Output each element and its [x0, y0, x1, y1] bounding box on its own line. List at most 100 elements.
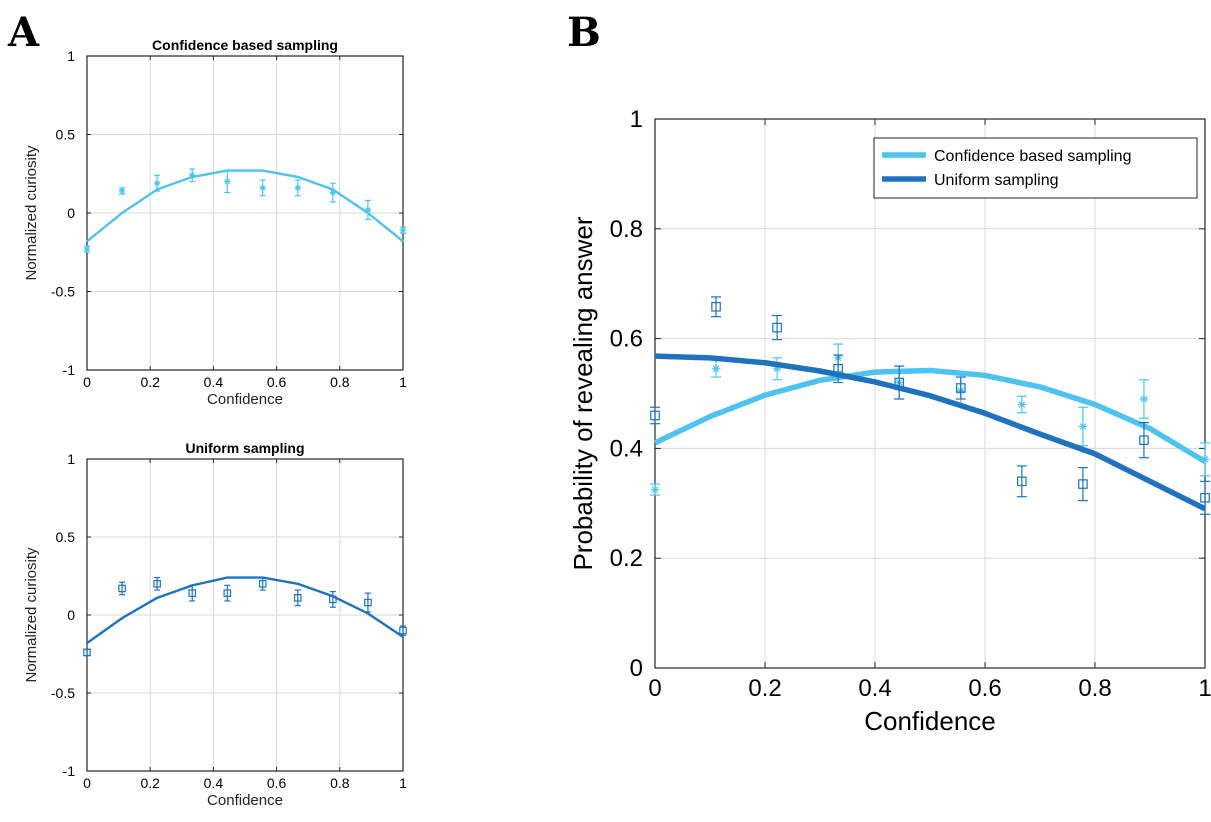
legend-label: Confidence based sampling	[934, 148, 1131, 165]
x-tick-label: 1	[1198, 675, 1211, 702]
error-bar	[294, 589, 301, 607]
data-point	[364, 598, 372, 607]
error-bar	[224, 584, 231, 602]
plots: 0 0.2 0.4 0.6 0.8 1 -1 -0.5 0 0.5 1 Confidence Norma…	[23, 37, 1211, 809]
x-tick-label: 0.4	[858, 675, 891, 702]
asterisk-stroke	[154, 180, 160, 186]
asterisk-stroke	[712, 365, 720, 373]
data-point	[1200, 493, 1210, 503]
data-point	[894, 377, 904, 388]
data-point	[1200, 455, 1210, 464]
asterisk-stroke	[400, 227, 406, 233]
error-bar	[772, 314, 783, 341]
x-tick-label: 1	[399, 374, 407, 390]
x-tick-label: 0.2	[140, 374, 160, 390]
error-bar	[364, 592, 371, 613]
data-point	[711, 301, 721, 312]
chart-title: Confidence based sampling	[152, 37, 338, 53]
data-point	[293, 594, 302, 602]
error-bar	[955, 376, 966, 400]
axes-box	[654, 118, 1206, 669]
asterisk-stroke	[365, 207, 371, 213]
error-bar	[84, 648, 90, 657]
data-point	[1139, 394, 1149, 404]
x-axis-label: Confidence	[207, 792, 283, 809]
y-tick-label: 1	[67, 451, 75, 467]
x-tick-label: 0.8	[330, 374, 350, 390]
y-tick-label: -1	[63, 763, 76, 779]
legend-label: Uniform sampling	[934, 172, 1058, 189]
x-tick-label: 0.6	[267, 374, 287, 390]
asterisk-stroke	[119, 188, 125, 194]
data-point	[772, 322, 782, 333]
asterisk-stroke	[651, 486, 659, 493]
y-axis-label: Normalized curiosity	[23, 145, 40, 281]
asterisk-stroke	[189, 172, 195, 178]
error-bar	[259, 576, 266, 591]
data-point	[258, 579, 267, 588]
data-point	[329, 595, 337, 604]
series-line	[654, 353, 1207, 512]
data-point	[955, 383, 966, 393]
data-point	[1017, 476, 1027, 487]
data-point	[294, 184, 301, 192]
y-tick-label: 1	[67, 48, 75, 64]
series-line	[86, 169, 404, 243]
x-tick-label: 0.8	[330, 775, 350, 791]
asterisk-stroke	[260, 185, 266, 191]
data-point	[189, 172, 196, 179]
data-point	[153, 179, 161, 187]
chart-b: 0 0.2 0.4 0.6 0.8 1 0 0.2 0.4 0.6 0.8 1 Confidence Pr…	[568, 106, 1211, 736]
data-point	[833, 363, 843, 374]
x-tick-label: 0.2	[140, 775, 160, 791]
asterisk-stroke	[224, 178, 230, 185]
error-bar	[329, 590, 336, 608]
legend: Confidence based sampling Uniform samplin…	[873, 137, 1198, 199]
data-point	[399, 626, 407, 635]
x-tick-label: 0.8	[1078, 675, 1111, 702]
y-tick-label: 0.8	[610, 216, 643, 243]
data-point	[83, 648, 91, 657]
data-point	[153, 579, 161, 588]
error-bar	[1077, 467, 1088, 502]
data-point	[364, 206, 372, 214]
data-point	[223, 589, 232, 597]
y-tick-label: 1	[630, 106, 643, 133]
error-bar	[894, 365, 905, 400]
data-point	[399, 227, 407, 234]
chart-a-top: 0 0.2 0.4 0.6 0.8 1 -1 -0.5 0 0.5 1 Confidence Norma…	[23, 37, 407, 408]
data-point	[650, 485, 660, 494]
x-tick-label: 0.6	[267, 775, 287, 791]
x-tick-label: 1	[399, 775, 407, 791]
data-point	[1078, 479, 1088, 489]
data-point	[188, 589, 197, 597]
x-tick-label: 0.2	[748, 675, 781, 702]
y-tick-label: -0.5	[51, 685, 75, 701]
panel-a-letter: A	[7, 9, 40, 56]
asterisk-stroke	[84, 246, 90, 252]
y-tick-label: 0	[67, 205, 75, 221]
data-point	[1078, 422, 1088, 431]
y-tick-label: 0.5	[56, 529, 76, 545]
x-tick-label: 0.4	[204, 775, 224, 791]
y-tick-label: -0.5	[51, 284, 75, 300]
y-tick-label: -1	[63, 362, 76, 378]
chart-a-bottom: 0 0.2 0.4 0.6 0.8 1 -1 -0.5 0 0.5 1 Confidence Norma…	[23, 440, 407, 809]
asterisk-stroke	[295, 185, 301, 191]
data-point	[650, 410, 660, 421]
series-line	[86, 576, 404, 645]
error-bar	[711, 296, 722, 318]
series-line	[653, 367, 1207, 464]
x-axis-label: Confidence	[207, 391, 283, 408]
error-bar	[1138, 421, 1149, 459]
x-tick-label: 0	[648, 675, 661, 702]
y-tick-label: 0.4	[610, 435, 643, 462]
asterisk-stroke	[1079, 423, 1087, 430]
legend-box	[873, 137, 1198, 199]
error-bar	[650, 406, 660, 425]
panel-b-letter: B	[567, 9, 601, 56]
data-point	[1017, 400, 1027, 409]
x-axis-label: Confidence	[864, 706, 996, 736]
y-tick-label: 0	[67, 607, 75, 623]
